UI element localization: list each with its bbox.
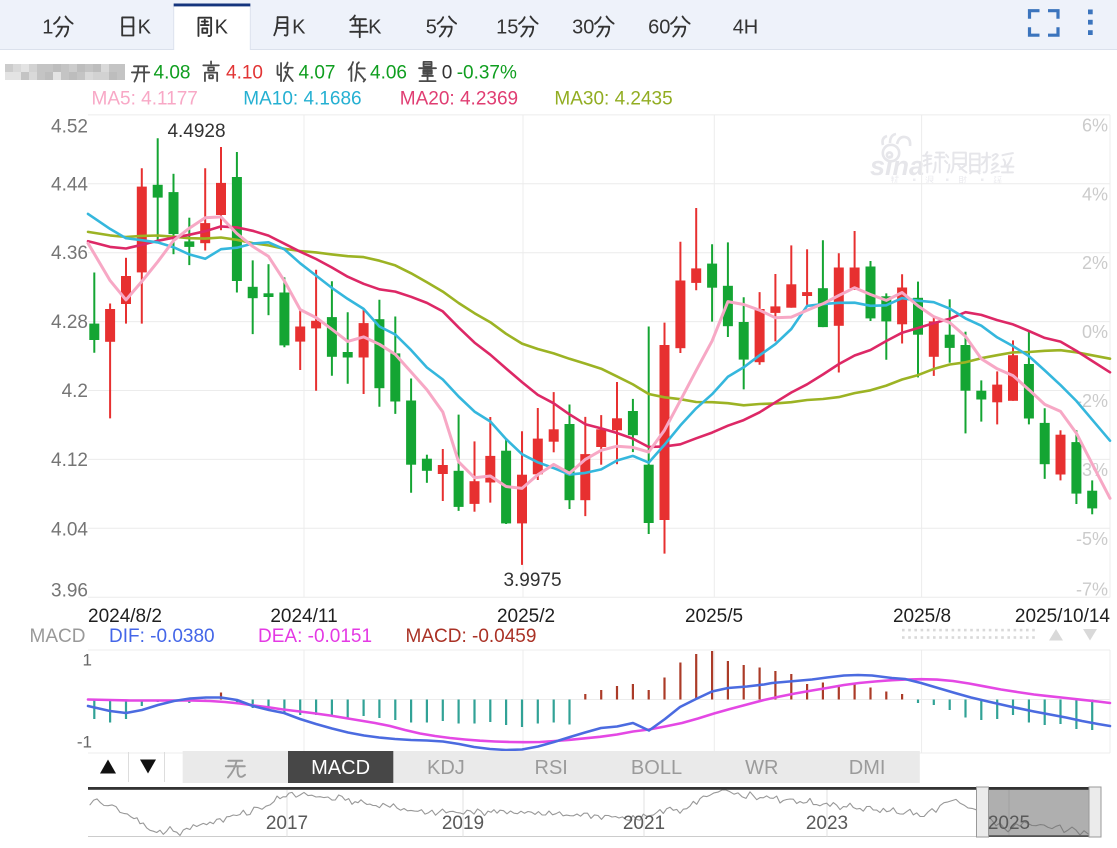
svg-text:4.2: 4.2 [62,381,88,402]
svg-text:2019: 2019 [442,813,484,834]
svg-text:0%: 0% [1082,322,1108,342]
svg-text:K: K [138,17,152,39]
svg-text:WR: WR [745,757,778,779]
svg-text:1: 1 [496,17,507,39]
svg-text:H: H [744,17,758,39]
svg-text:-2%: -2% [1076,391,1108,411]
svg-text:2025/5: 2025/5 [685,606,743,627]
svg-text:MA10: 4.1686: MA10: 4.1686 [243,89,361,110]
svg-text:2023: 2023 [806,813,848,834]
svg-text:DMI: DMI [849,757,886,779]
svg-text:4.4928: 4.4928 [167,121,225,142]
svg-text:4.36: 4.36 [51,243,88,264]
svg-text:DEA: -0.0151: DEA: -0.0151 [258,626,372,647]
svg-text:BOLL: BOLL [631,757,682,779]
svg-text:2017: 2017 [266,813,308,834]
svg-text:4.08: 4.08 [154,63,191,84]
svg-text:2025/10/14: 2025/10/14 [1015,606,1111,627]
svg-text:4.12: 4.12 [51,450,88,471]
svg-text:MA20: 4.2369: MA20: 4.2369 [400,89,518,110]
svg-text:4.28: 4.28 [51,312,88,333]
svg-text:DIF: -0.0380: DIF: -0.0380 [109,626,215,647]
svg-text:2025/2: 2025/2 [497,606,555,627]
svg-text:-7%: -7% [1076,580,1108,600]
svg-text:-0.37%: -0.37% [457,63,517,84]
svg-text:-3%: -3% [1076,460,1108,480]
svg-text:0: 0 [583,17,594,39]
svg-text:4.06: 4.06 [370,63,407,84]
svg-text:4.52: 4.52 [51,117,88,138]
svg-text:6%: 6% [1082,115,1108,135]
svg-text:MACD: -0.0459: MACD: -0.0459 [406,626,537,647]
svg-text:1: 1 [42,17,53,39]
svg-text:K: K [215,17,229,39]
svg-text:K: K [368,17,382,39]
svg-text:4.07: 4.07 [299,63,336,84]
svg-text:MACD: MACD [30,626,86,647]
svg-text:K: K [292,17,306,39]
svg-text:-1: -1 [77,733,92,752]
svg-text:MA30: 4.2435: MA30: 4.2435 [554,89,672,110]
svg-text:4.04: 4.04 [51,520,88,541]
svg-text:6: 6 [648,17,659,39]
svg-text:5: 5 [426,17,437,39]
svg-text:1: 1 [83,651,92,670]
svg-text:MA5: 4.1177: MA5: 4.1177 [92,89,198,110]
svg-text:RSI: RSI [535,757,568,779]
svg-text:2025/8: 2025/8 [893,606,951,627]
svg-text:3: 3 [572,17,583,39]
svg-text:2024/11: 2024/11 [270,606,337,627]
svg-text:4: 4 [733,17,744,39]
svg-text:0: 0 [442,63,453,84]
svg-text:0: 0 [659,17,670,39]
svg-text:5: 5 [507,17,518,39]
svg-text:2025: 2025 [988,813,1030,834]
svg-text:3.96: 3.96 [51,581,88,602]
svg-text:2024/8/2: 2024/8/2 [88,606,162,627]
svg-text:4.10: 4.10 [226,63,263,84]
svg-text:2%: 2% [1082,253,1108,273]
svg-text:MACD: MACD [311,757,370,779]
svg-text:3.9975: 3.9975 [503,570,561,591]
svg-text:4%: 4% [1082,184,1108,204]
svg-text:4.44: 4.44 [51,174,88,195]
svg-text:KDJ: KDJ [427,757,465,779]
svg-text:-5%: -5% [1076,529,1108,549]
svg-text:2021: 2021 [623,813,665,834]
